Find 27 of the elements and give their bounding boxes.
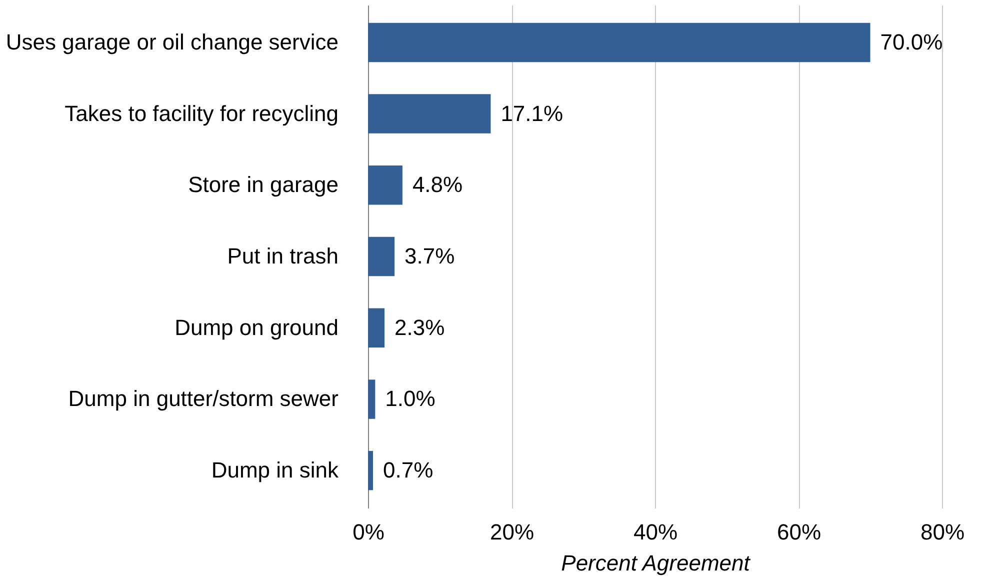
x-axis-title: Percent Agreement: [561, 550, 751, 576]
bar: [368, 380, 376, 419]
x-tick-label: 60%: [776, 520, 822, 544]
x-tick-label: 80%: [920, 520, 965, 544]
y-tick-label: Put in trash: [227, 244, 338, 268]
y-tick-label: Store in garage: [188, 172, 338, 198]
x-tick-label: 20%: [490, 520, 534, 544]
y-tick-label: Dump in gutter/storm sewer: [68, 386, 338, 412]
y-tick-label: Dump on ground: [174, 314, 338, 340]
y-tick-label: Dump in sink: [211, 458, 340, 483]
bar: [368, 450, 374, 490]
x-tick-label: 0%: [352, 520, 384, 544]
data-label: 4.8%: [412, 172, 463, 198]
bar: [368, 166, 402, 205]
x-tick-label: 40%: [633, 520, 678, 544]
data-label: 1.0%: [385, 386, 436, 412]
data-label: 70.0%: [880, 29, 943, 54]
data-label: 3.7%: [404, 244, 455, 268]
bar: [368, 94, 491, 134]
y-tick-label: Takes to facility for recycling: [64, 100, 338, 126]
bar: [368, 308, 385, 348]
y-tick-label: Uses garage or oil change service: [6, 29, 338, 54]
data-label: 2.3%: [394, 314, 445, 340]
data-label: 17.1%: [500, 100, 564, 126]
data-label: 0.7%: [383, 458, 434, 483]
bar: [368, 22, 870, 62]
bar: [368, 236, 395, 276]
